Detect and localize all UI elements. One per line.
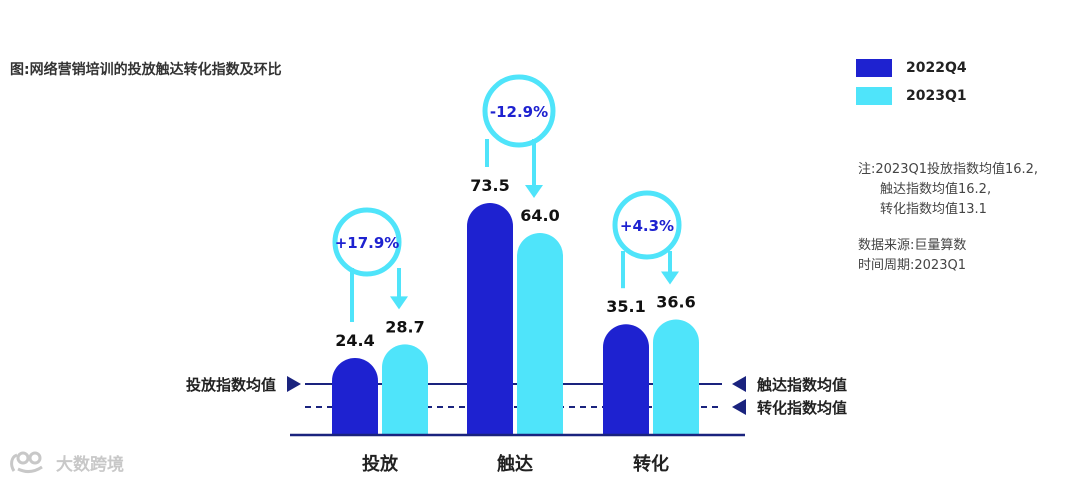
change-arrow-icon-1 [525,184,543,198]
value-label-2023Q1-触达: 64.0 [520,206,559,225]
note-line-1: 注:2023Q1投放指数均值16.2, [858,162,1039,177]
note-line-3: 转化指数均值13.1 [880,202,987,217]
category-label-1: 触达 [497,453,533,475]
note-line-2: 触达指数均值16.2, [880,182,992,197]
change-arrow-icon-0 [390,296,408,310]
value-label-2022Q4-触达: 73.5 [470,176,509,195]
legend-label-2022q4: 2022Q4 [906,60,967,76]
bar-2022Q4-投放 [332,358,378,435]
bar-2022Q4-转化 [603,324,649,435]
reference-marker-left-icon [287,376,301,392]
legend: 2022Q4 2023Q1 [856,58,967,114]
value-label-2022Q4-转化: 35.1 [606,297,645,316]
legend-item-2022q4: 2022Q4 [856,58,967,78]
reference-label-left: 投放指数均值 [186,376,276,394]
category-label-0: 投放 [362,453,399,475]
legend-swatch-2023q1 [856,87,892,105]
value-label-2022Q4-投放: 24.4 [335,331,374,350]
watermark: 大数跨境 [8,449,124,475]
chart-title: 图:网络营销培训的投放触达转化指数及环比 [10,62,282,78]
change-bubble-1 [482,74,556,148]
category-label-2: 转化 [633,453,669,475]
reference-marker-right-1-icon [732,376,746,392]
bar-2023Q1-触达 [517,232,563,435]
time-period: 时间周期:2023Q1 [858,258,966,273]
legend-label-2023q1: 2023Q1 [906,88,967,104]
note: 注:2023Q1投放指数均值16.2, 触达指数均值16.2, 转化指数均值13… [858,160,1038,220]
change-bubble-0 [332,207,402,277]
reference-marker-right-2-icon [732,399,746,415]
reference-label-right-1: 触达指数均值 [757,376,847,394]
legend-swatch-2022q4 [856,59,892,77]
data-source: 数据来源:巨量算数 [858,238,967,253]
change-label-2: +4.3% [620,217,674,235]
reference-label-right-2: 转化指数均值 [757,399,847,417]
bar-2022Q4-触达 [467,203,513,435]
legend-item-2023q1: 2023Q1 [856,86,967,106]
bar-2023Q1-投放 [382,344,428,435]
bar-2023Q1-转化 [653,319,699,435]
value-label-2023Q1-投放: 28.7 [385,317,424,336]
change-label-1: -12.9% [490,103,548,121]
change-bubble-2 [612,190,682,260]
change-arrow-icon-2 [661,271,679,285]
watermark-logo-icon [10,451,43,474]
watermark-text: 大数跨境 [56,454,124,475]
change-label-0: +17.9% [335,234,400,252]
value-label-2023Q1-转化: 36.6 [656,292,695,311]
source-info: 数据来源:巨量算数 时间周期:2023Q1 [858,236,966,276]
